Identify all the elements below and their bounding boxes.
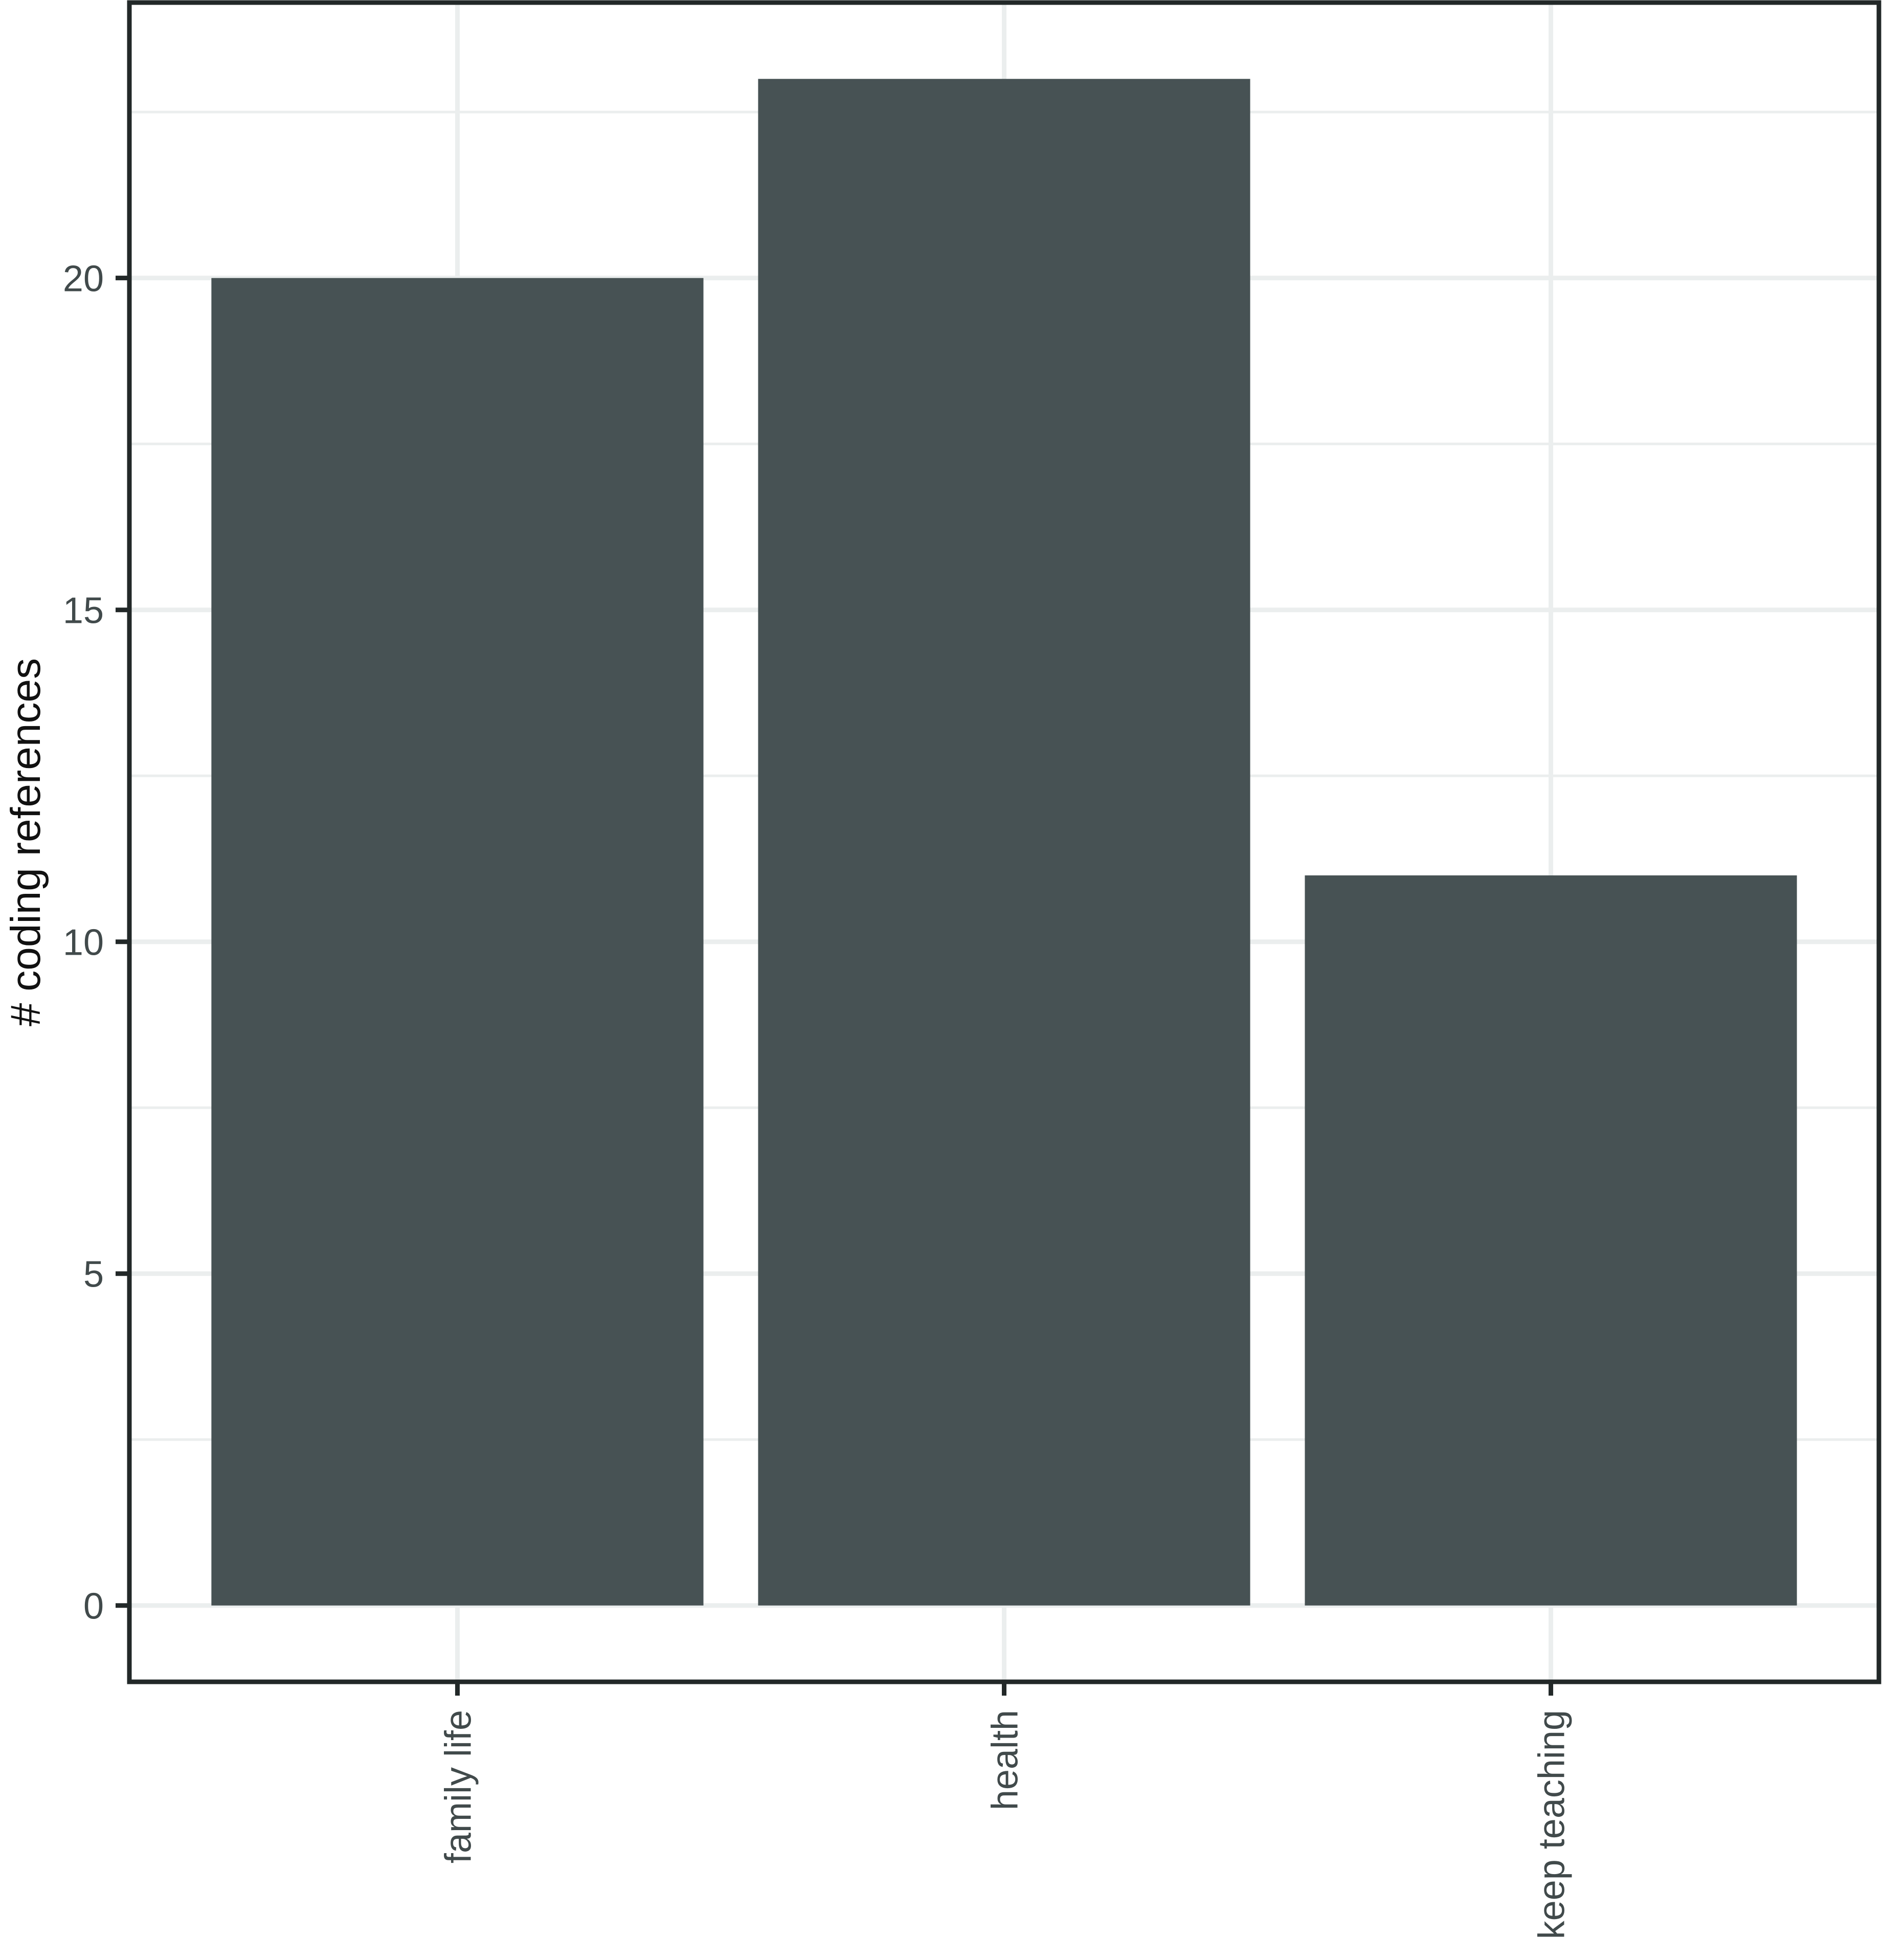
x-tick-label: health — [985, 1710, 1026, 1810]
bar-health — [758, 79, 1250, 1606]
bar-family-life — [211, 278, 704, 1606]
y-tick-label: 20 — [63, 259, 104, 300]
y-tick-label: 5 — [83, 1254, 104, 1295]
y-axis-ticks: 0 5 10 15 20 — [63, 259, 129, 1627]
x-axis-ticks: family life health keep teaching — [438, 1682, 1573, 1939]
bars — [211, 79, 1797, 1606]
y-tick-label: 0 — [83, 1586, 104, 1627]
y-tick-label: 15 — [63, 591, 104, 632]
y-tick-label: 10 — [63, 922, 104, 963]
x-tick-label: family life — [438, 1710, 479, 1863]
bar-keep-teaching — [1305, 875, 1797, 1606]
y-axis-title: # coding references — [3, 658, 49, 1026]
x-tick-label: keep teaching — [1532, 1710, 1573, 1939]
